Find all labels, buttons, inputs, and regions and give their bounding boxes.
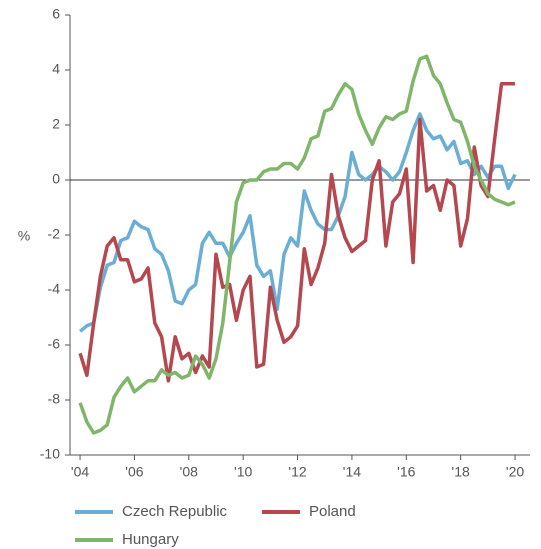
x-tick-label: '06 [125,464,143,480]
y-tick-label: 4 [52,61,60,77]
legend-label: Czech Republic [122,503,228,520]
legend-label: Hungary [122,531,179,548]
y-tick-label: -4 [48,281,61,297]
x-tick-label: '10 [234,464,252,480]
series-line [78,112,517,333]
legend: Czech Republic Poland Hungary [75,503,356,548]
x-tick-label: '14 [343,464,361,480]
y-tick-label: -6 [48,336,61,352]
y-tick-label: 2 [52,116,60,132]
series-line [78,82,515,383]
y-tick-label: 6 [52,6,60,22]
y-tick-label: -10 [40,446,60,462]
y-tick-label: 0 [52,171,60,187]
series-line [78,54,516,435]
x-tick-label: '12 [288,464,306,480]
y-axis-label: % [18,228,30,244]
y-tick-label: -8 [48,391,61,407]
x-tick-label: '20 [506,464,524,480]
x-tick-label: '16 [397,464,415,480]
y-tick-label: -2 [48,226,61,242]
x-tick-label: '04 [71,464,89,480]
x-tick-label: '18 [452,464,470,480]
x-tick-label: '08 [180,464,198,480]
legend-label: Poland [309,503,356,520]
